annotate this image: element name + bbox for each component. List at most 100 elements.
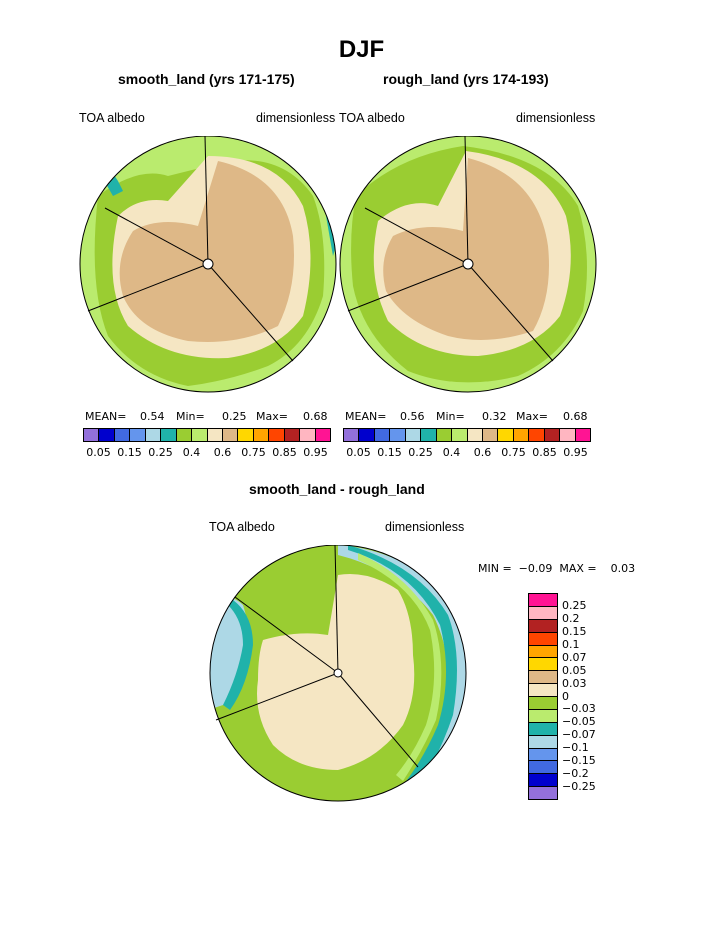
colorbar-swatch (529, 658, 557, 672)
colorbar-tick-label: −0.07 (562, 728, 596, 742)
colorbar-tick-label: 0.4 (182, 446, 201, 459)
colorbar-swatch (176, 429, 193, 441)
colorbar-swatch (300, 429, 316, 441)
colorbar-tick-label: 0.95 (303, 446, 328, 459)
colorbar-swatch (84, 429, 100, 441)
colorbar-swatch (529, 697, 557, 710)
panel-3-meridian-line (334, 545, 339, 674)
colorbar-tick-label: −0.1 (562, 741, 589, 755)
colorbar-swatch (421, 429, 437, 441)
panel-2-circle-border (339, 136, 597, 393)
panel-3-minmax-text: MIN = −0.09 MAX = 0.03 (478, 562, 636, 575)
colorbar-tick-label: 0.6 (473, 446, 492, 459)
colorbar-tick-label: 0.2 (562, 611, 580, 625)
panel-2-meridian-line (364, 207, 469, 265)
colorbar-swatch (114, 429, 131, 441)
panel-2-region-tan (383, 158, 549, 340)
panel-2-pole-marker (462, 258, 474, 270)
panel-3-meridian-line (234, 596, 339, 674)
panel-2-min-value: 0.32 (482, 410, 507, 423)
colorbar-swatch (575, 429, 590, 441)
panel-3-title: smooth_land - rough_land (249, 481, 425, 497)
colorbar-swatch (467, 429, 483, 441)
panel-2-colorbar-ticks: 0.05 0.15 0.25 0.4 0.6 0.75 0.85 0.95 (343, 446, 591, 460)
colorbar-swatch (529, 787, 557, 799)
panel-2-meridian-line (347, 263, 469, 312)
panel-2-variable-label: TOA albedo (339, 111, 405, 125)
colorbar-tick-label: 0.6 (213, 446, 232, 459)
panel-1-mean-value: 0.54 (140, 410, 165, 423)
colorbar-tick-label: 0.15 (117, 446, 142, 459)
colorbar-tick-label: −0.15 (562, 754, 596, 768)
colorbar-swatch (482, 429, 499, 441)
panel-1-min-value: 0.25 (222, 410, 247, 423)
colorbar-swatch (529, 594, 557, 607)
panel-2-max-label: Max= (516, 410, 548, 423)
panel-1-variable-label: TOA albedo (79, 111, 145, 125)
panel-3-meridian-line (337, 672, 419, 768)
colorbar-tick-label: 0.05 (86, 446, 111, 459)
colorbar-swatch (405, 429, 422, 441)
panel-1-region-tan (119, 161, 294, 342)
colorbar-swatch (529, 645, 557, 659)
colorbar-tick-label: 0.03 (562, 676, 587, 690)
panel-1-meridian-line (207, 263, 294, 362)
colorbar-swatch (529, 619, 557, 633)
colorbar-swatch (130, 429, 146, 441)
colorbar-swatch (192, 429, 208, 441)
panel-1-colorbar (83, 428, 331, 442)
panel-1-colorbar-ticks: 0.05 0.15 0.25 0.4 0.6 0.75 0.85 0.95 (83, 446, 331, 460)
panel-2-max-value: 0.68 (563, 410, 588, 423)
panel-1-max-value: 0.68 (303, 410, 328, 423)
panel-1-circle-border (79, 136, 337, 393)
colorbar-tick-label: 0.15 (562, 624, 587, 638)
colorbar-swatch (269, 429, 285, 441)
panel-3-region-light-green (358, 553, 442, 781)
panel-3-region-teal-west (223, 600, 253, 710)
colorbar-tick-label: 0.4 (442, 446, 461, 459)
panel-2-min-label: Min= (436, 410, 465, 423)
colorbar-tick-label: 0.25 (148, 446, 173, 459)
panel-3-polar-map (209, 545, 467, 802)
colorbar-swatch (529, 722, 557, 736)
panel-1-meridian-line (87, 263, 209, 312)
colorbar-tick-label: 0.07 (562, 650, 587, 664)
panel-1-max-label: Max= (256, 410, 288, 423)
panel-3-units-label: dimensionless (385, 520, 465, 534)
colorbar-swatch (284, 429, 301, 441)
panel-1-meridian-line (204, 136, 209, 265)
colorbar-swatch (145, 429, 162, 441)
panel-1-min-label: Min= (176, 410, 205, 423)
panel-2-colorbar (343, 428, 591, 442)
panel-3-variable-label: TOA albedo (209, 520, 275, 534)
panel-2-title: rough_land (yrs 174-193) (383, 71, 549, 87)
panel-1-polar-map (79, 136, 337, 393)
panel-2-mean-label: MEAN= (345, 410, 387, 423)
colorbar-tick-label: 0.15 (377, 446, 402, 459)
panel-1-title: smooth_land (yrs 171-175) (118, 71, 295, 87)
colorbar-swatch (529, 761, 557, 775)
colorbar-tick-label: 0.25 (408, 446, 433, 459)
colorbar-swatch (374, 429, 391, 441)
colorbar-swatch (390, 429, 406, 441)
colorbar-tick-label: 0.75 (241, 446, 266, 459)
panel-2-meridian-line (464, 136, 469, 265)
colorbar-swatch (253, 429, 270, 441)
panel-1-mean-label: MEAN= (85, 410, 127, 423)
colorbar-swatch (529, 632, 557, 646)
colorbar-swatch (99, 429, 115, 441)
panel-3-circle-border (209, 545, 467, 802)
panel-3-colorbar-ticks: 0.25 0.2 0.15 0.1 0.07 0.05 0.03 0 −0.03 −0.05 −0.… (562, 593, 622, 800)
colorbar-tick-label: 0.85 (532, 446, 557, 459)
colorbar-tick-label: −0.03 (562, 702, 596, 716)
colorbar-tick-label: 0.75 (501, 446, 526, 459)
colorbar-swatch (529, 684, 557, 697)
colorbar-tick-label: 0.1 (562, 637, 580, 651)
colorbar-swatch (513, 429, 530, 441)
colorbar-tick-label: −0.05 (562, 715, 596, 729)
panel-2-mean-value: 0.56 (400, 410, 425, 423)
colorbar-swatch (315, 429, 330, 441)
colorbar-swatch (238, 429, 254, 441)
colorbar-tick-label: −0.2 (562, 767, 589, 781)
colorbar-swatch (529, 709, 557, 723)
